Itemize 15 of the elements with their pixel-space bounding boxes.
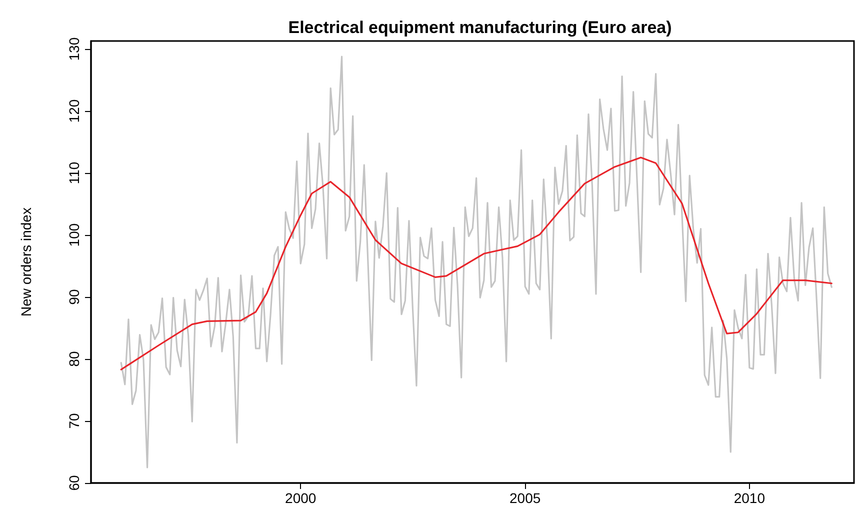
x-tick-label: 2010 [734,490,766,506]
y-axis-title: New orders index [18,208,34,316]
y-tick-label: 130 [66,37,82,61]
y-tick-label: 80 [66,351,82,367]
line-series [120,156,832,370]
y-tick-label: 60 [66,475,82,491]
y-tick-label: 120 [66,99,82,123]
y-tick-label: 110 [66,162,82,184]
chart-title: Electrical equipment manufacturing (Euro area) [288,18,672,37]
line-series [120,56,832,468]
y-tick-label: 100 [66,223,82,247]
y-tick-label: 70 [66,413,82,429]
x-tick-label: 2000 [285,490,316,506]
y-tick-label: 90 [66,289,82,305]
x-tick-label: 2005 [510,490,541,506]
